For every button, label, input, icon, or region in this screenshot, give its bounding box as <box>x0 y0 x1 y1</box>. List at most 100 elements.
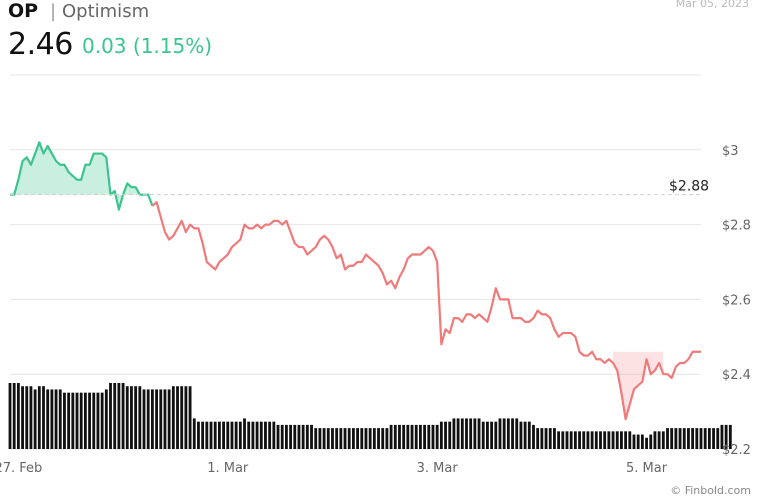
volume-bar <box>611 431 615 449</box>
volume-bar <box>25 386 29 449</box>
volume-bar <box>661 431 665 449</box>
volume-bar <box>276 424 280 449</box>
volume-bar <box>615 431 619 449</box>
volume-bar <box>532 424 535 449</box>
volume-bar <box>578 431 581 449</box>
volume-bar <box>351 428 355 449</box>
price-line-up <box>10 141 154 211</box>
volume-bar <box>54 389 58 449</box>
volume-bar <box>134 386 138 449</box>
volume-bar <box>293 424 297 449</box>
volume-bar <box>724 424 728 449</box>
volume-bar <box>75 392 79 449</box>
volume-bar <box>12 383 16 449</box>
volume-bar <box>176 386 179 449</box>
volume-bar <box>439 421 443 449</box>
volume-bar <box>582 431 586 449</box>
volume-bar <box>490 421 494 449</box>
volume-bar <box>687 428 690 449</box>
volume-bar <box>548 428 552 449</box>
volume-bar <box>527 421 531 449</box>
reference-price-label: $2.88 <box>669 179 709 195</box>
volume-bar <box>205 421 209 449</box>
volume-bar <box>557 431 561 449</box>
volume-bar <box>553 428 556 449</box>
volume-bar <box>297 424 301 449</box>
volume-bar <box>465 418 468 449</box>
volume-bar <box>335 428 339 449</box>
volume-bar <box>469 418 473 449</box>
volume-bar <box>16 383 20 449</box>
volume-bar <box>171 386 175 449</box>
volume-bar <box>707 428 711 449</box>
volume-bar <box>222 421 225 449</box>
volume-bar <box>339 428 343 449</box>
volume-bar <box>305 424 309 449</box>
gain-area <box>10 142 149 210</box>
volume-bar <box>230 421 234 449</box>
volume-bar <box>418 424 422 449</box>
volume-bar <box>402 424 406 449</box>
volume-bar <box>624 431 628 449</box>
volume-bar <box>460 418 464 449</box>
volume-bar <box>444 421 447 449</box>
volume-bar <box>452 418 456 449</box>
volume-bar <box>473 418 477 449</box>
volume-bar <box>138 386 142 449</box>
asset-name: Optimism <box>62 1 150 22</box>
volume-bar <box>448 421 452 449</box>
volume-bar <box>247 421 251 449</box>
volume-bar <box>410 424 414 449</box>
volume-bar <box>50 389 54 449</box>
y-tick-label: $2.8 <box>722 219 751 234</box>
volume-bar <box>511 418 514 449</box>
volume-bar <box>125 386 129 449</box>
volume-bar <box>272 421 276 449</box>
volume-bar <box>209 421 213 449</box>
ticker-symbol: OP <box>8 0 39 22</box>
volume-bar <box>109 383 112 449</box>
volume-bar <box>83 392 87 449</box>
volume-bar <box>649 434 653 449</box>
volume-bar <box>636 434 640 449</box>
volume-bar <box>423 424 427 449</box>
volume-bar <box>268 421 272 449</box>
volume-bar <box>29 386 33 449</box>
volume-bar <box>180 386 184 449</box>
volume-bar <box>682 428 686 449</box>
volume-bar <box>666 428 669 449</box>
volume-bar <box>569 431 573 449</box>
volume-bar <box>486 421 489 449</box>
volume-bar <box>184 386 188 449</box>
volume-bar <box>720 424 724 449</box>
y-tick-label: $2.6 <box>722 293 751 308</box>
volume-bar <box>150 389 154 449</box>
volume-bar <box>326 428 330 449</box>
price-change: 0.03 (1.15%) <box>82 34 213 58</box>
volume-bar <box>213 421 217 449</box>
volume-bar <box>477 418 481 449</box>
volume-bar <box>259 421 263 449</box>
x-tick-label: 27. Feb <box>0 461 42 476</box>
volume-bar <box>393 424 397 449</box>
volume-bar <box>389 424 393 449</box>
volume-bar <box>197 421 200 449</box>
volume-bar <box>385 428 389 449</box>
volume-bar <box>301 424 305 449</box>
volume-bar <box>234 421 238 449</box>
volume-bar <box>456 418 460 449</box>
y-tick-label: $2.2 <box>722 443 751 458</box>
volume-bar <box>515 418 519 449</box>
volume-bar <box>310 424 313 449</box>
volume-bar <box>343 428 347 449</box>
volume-bar <box>42 386 45 449</box>
price-line-down <box>151 201 701 421</box>
volume-bar <box>322 428 326 449</box>
volume-bar <box>217 421 221 449</box>
y-tick-label: $3 <box>722 144 739 159</box>
volume-bar <box>607 431 611 449</box>
x-tick-label: 3. Mar <box>417 461 459 476</box>
x-tick-label: 1. Mar <box>207 461 249 476</box>
volume-bar <box>368 428 372 449</box>
volume-bar <box>645 437 648 449</box>
